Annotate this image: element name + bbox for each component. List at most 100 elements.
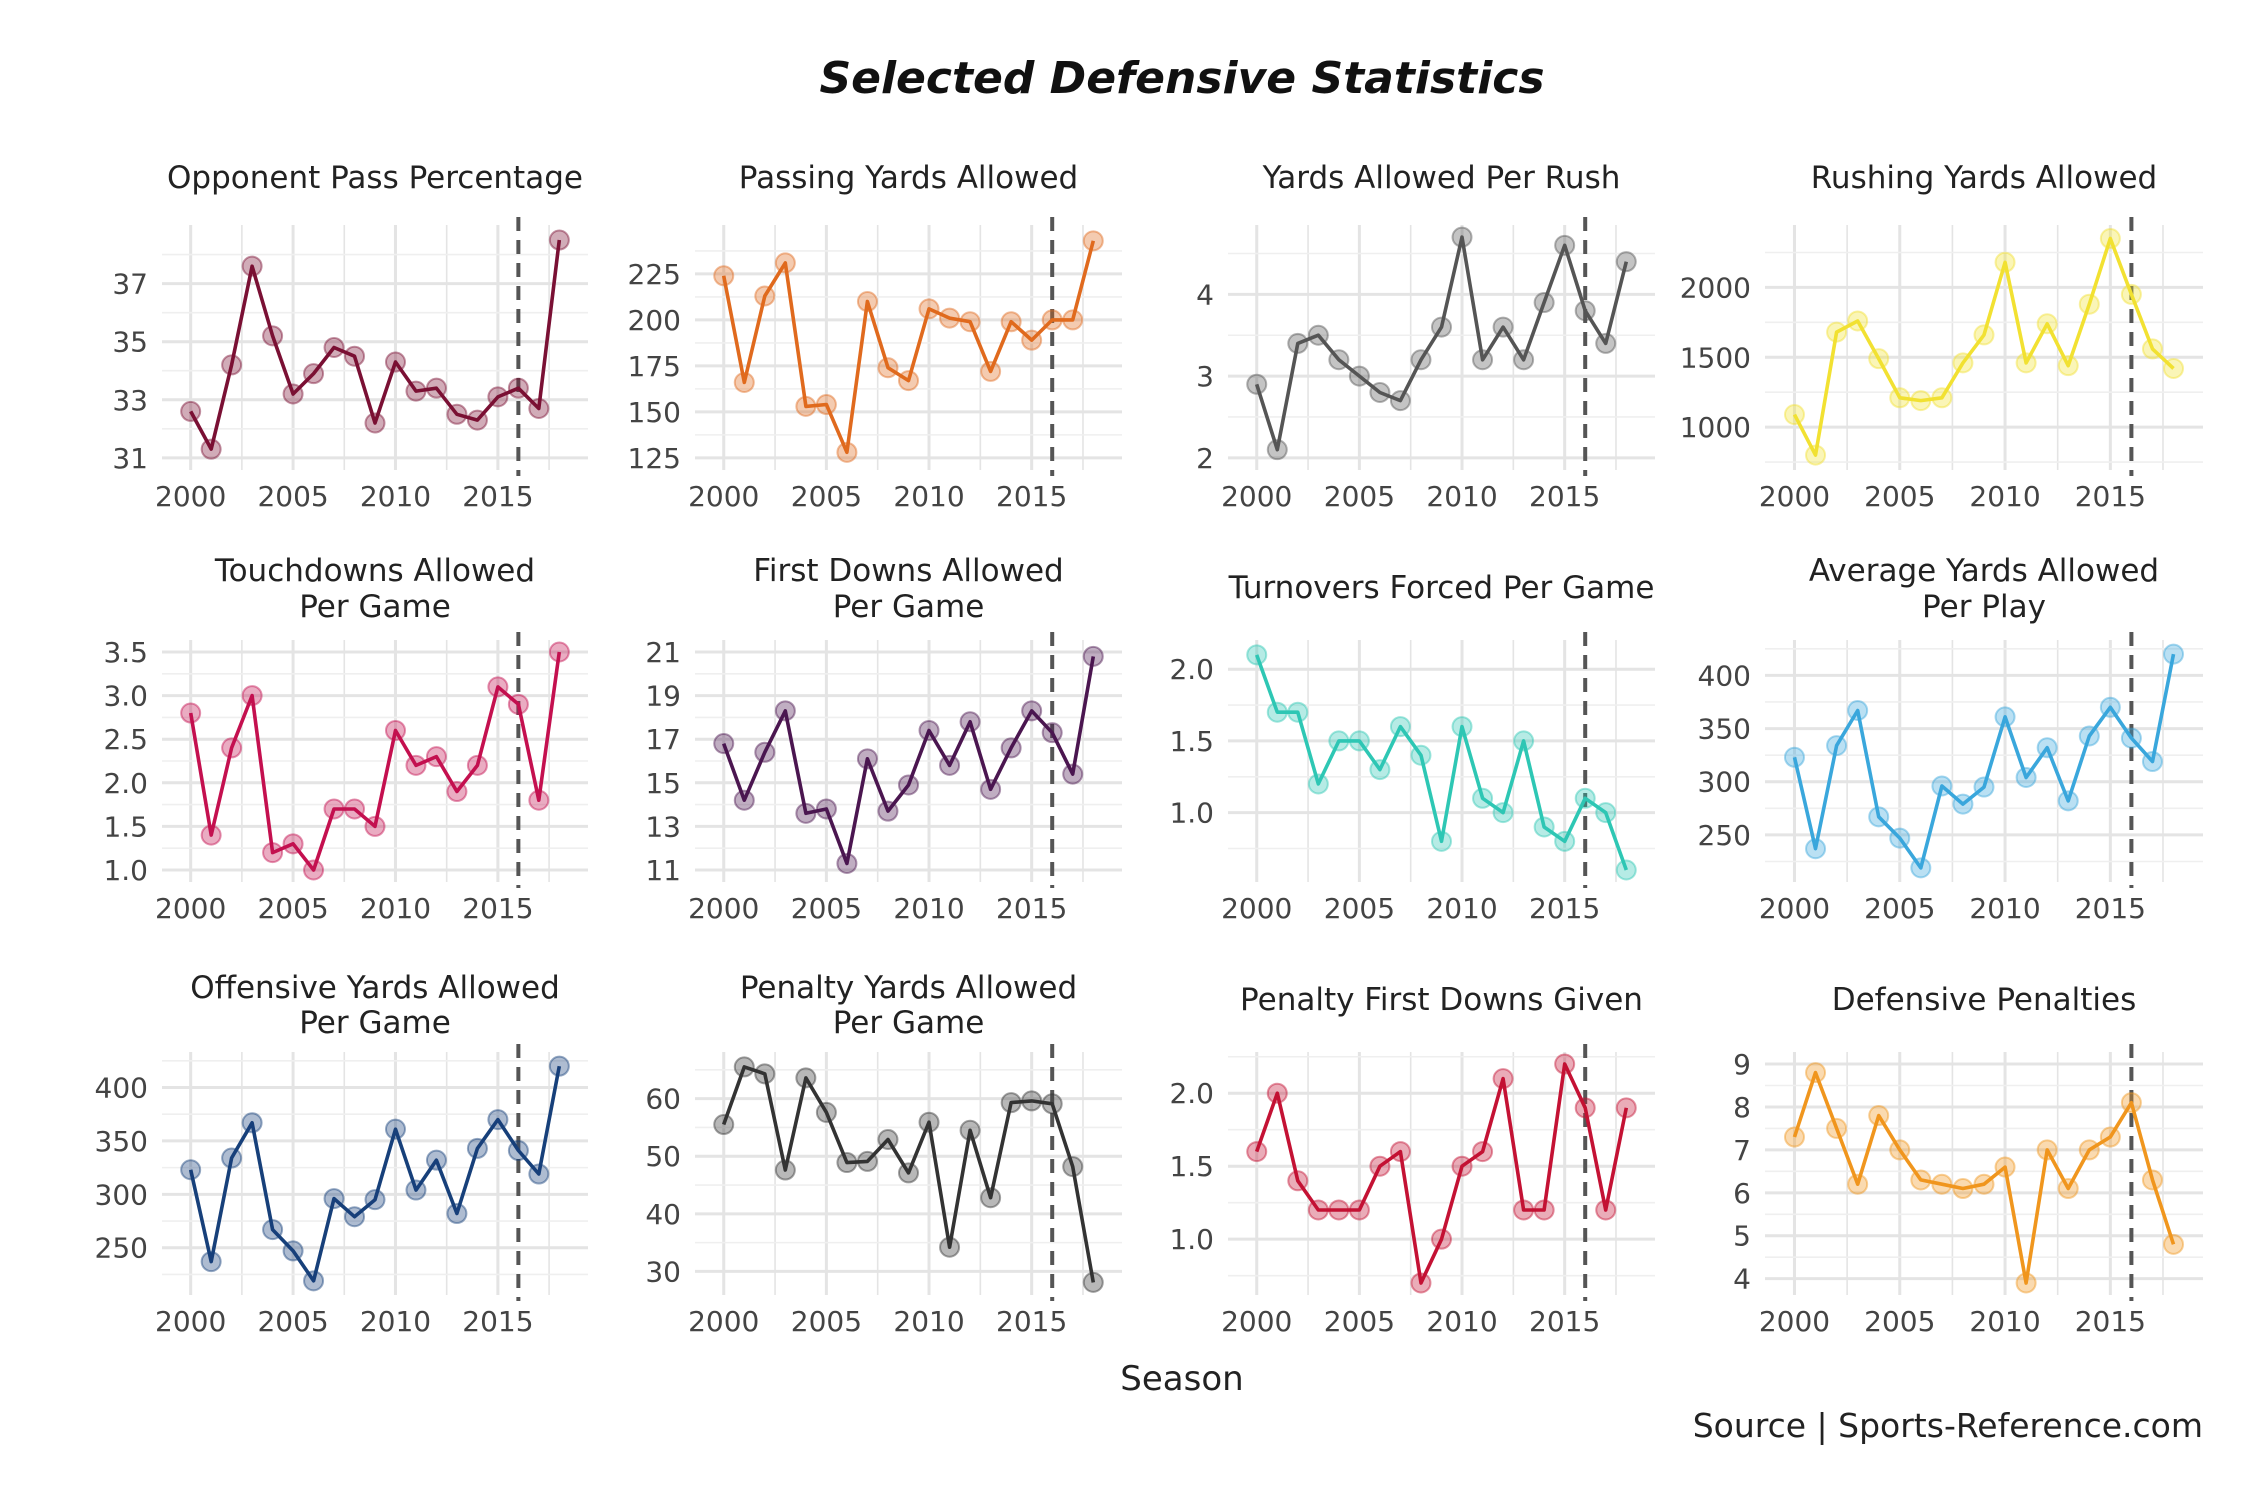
- series-line: [1792, 1070, 2176, 1285]
- series-line: [722, 1065, 1096, 1283]
- x-tick-label: 2005: [791, 480, 862, 513]
- y-tick-label: 250: [95, 1232, 148, 1265]
- y-tick-label: 200: [628, 304, 681, 337]
- data-point: [1889, 827, 1911, 849]
- data-point: [1574, 300, 1596, 322]
- x-tick-label: 2015: [2075, 1305, 2146, 1338]
- y-tick-label: 30: [645, 1255, 681, 1288]
- data-point: [1826, 735, 1848, 757]
- panel-title: Touchdowns Allowed: [214, 553, 535, 589]
- data-point: [384, 719, 406, 741]
- y-tick-label: 125: [628, 442, 681, 475]
- data-point: [1931, 775, 1953, 797]
- panel-title: Yards Allowed Per Rush: [1262, 160, 1621, 196]
- data-point: [487, 676, 509, 698]
- y-tick-label: 9: [1733, 1048, 1751, 1081]
- x-tick-label: 2000: [155, 892, 226, 925]
- data-point: [2036, 1139, 2058, 1161]
- data-point: [528, 789, 550, 811]
- x-tick-label: 2000: [1221, 480, 1292, 513]
- series-line: [1254, 235, 1629, 452]
- data-point: [1783, 1126, 1805, 1148]
- data-point: [713, 1114, 735, 1136]
- data-point: [1889, 387, 1911, 409]
- data-point: [1492, 316, 1514, 338]
- y-tick-label: 6: [1733, 1177, 1751, 1210]
- data-point: [959, 711, 981, 733]
- x-tick-label: 2000: [688, 1305, 759, 1338]
- y-tick-label: 300: [95, 1178, 148, 1211]
- data-point: [1994, 251, 2016, 273]
- data-point: [1973, 776, 1995, 798]
- x-tick-label: 2005: [257, 480, 328, 513]
- x-tick-label: 2005: [791, 892, 862, 925]
- data-point: [548, 641, 570, 663]
- data-point: [1000, 1092, 1022, 1114]
- data-point: [200, 1251, 222, 1273]
- data-point: [1451, 1155, 1473, 1177]
- data-point: [1021, 1090, 1043, 1112]
- data-point: [528, 397, 550, 419]
- x-tick-label: 2010: [893, 892, 964, 925]
- data-point: [1826, 1117, 1848, 1139]
- data-point: [1574, 787, 1596, 809]
- y-tick-label: 3.5: [103, 636, 148, 669]
- data-point: [466, 1137, 488, 1159]
- y-tick-label: 1.5: [1169, 1150, 1214, 1183]
- data-point: [1082, 230, 1104, 252]
- x-tick-label: 2005: [1864, 480, 1935, 513]
- data-point: [1472, 349, 1494, 371]
- panel-8: 250 300 350 400 2000 2005 2010 2015 Average Yard…: [1698, 553, 2203, 925]
- series-line: [189, 239, 562, 451]
- data-point: [1513, 730, 1535, 752]
- series-line: [721, 240, 1096, 455]
- y-tick-label: 2000: [1680, 271, 1751, 304]
- x-tick-label: 2010: [893, 480, 964, 513]
- data-point: [221, 737, 243, 759]
- x-tick-label: 2000: [155, 480, 226, 513]
- data-point: [1410, 1272, 1432, 1294]
- y-tick-label: 300: [1698, 766, 1751, 799]
- x-tick-label: 2010: [360, 480, 431, 513]
- y-tick-label: 2.0: [1169, 653, 1214, 686]
- data-point: [1021, 329, 1043, 351]
- panel-title: Offensive Yards Allowed: [190, 970, 560, 1006]
- data-point: [425, 1149, 447, 1171]
- data-point: [180, 1159, 202, 1181]
- panel-5: 1.0 1.5 2.0 2.5 3.0 3.5 2000 2005 2010 2015 Touchd…: [103, 553, 588, 925]
- data-point: [1513, 349, 1535, 371]
- data-point: [282, 833, 304, 855]
- series-line: [1255, 654, 1628, 871]
- x-tick-label: 2015: [462, 480, 533, 513]
- data-point: [1868, 806, 1890, 828]
- y-tick-label: 40: [645, 1198, 681, 1231]
- data-point: [939, 754, 961, 776]
- data-point: [487, 386, 509, 408]
- y-tick-label: 1.0: [1169, 1223, 1214, 1256]
- data-point: [1910, 390, 1932, 412]
- data-point: [1533, 1199, 1555, 1221]
- data-point: [1574, 1097, 1596, 1119]
- x-tick-label: 2000: [688, 892, 759, 925]
- data-point: [1492, 802, 1514, 824]
- data-point: [1615, 859, 1637, 881]
- data-point: [1952, 1178, 1974, 1200]
- data-point: [425, 377, 447, 399]
- panel-title: First Downs Allowed: [753, 553, 1063, 589]
- data-point: [856, 291, 878, 313]
- x-tick-label: 2015: [996, 1305, 1067, 1338]
- data-point: [1805, 444, 1827, 466]
- data-point: [282, 383, 304, 405]
- data-point: [528, 1163, 550, 1185]
- y-tick-label: 1.0: [103, 854, 148, 887]
- x-tick-label: 2000: [1759, 1305, 1830, 1338]
- y-tick-label: 37: [112, 268, 148, 301]
- data-point: [2015, 1272, 2037, 1294]
- data-point: [303, 1270, 325, 1292]
- x-tick-label: 2015: [462, 1305, 533, 1338]
- data-point: [2099, 696, 2121, 718]
- y-tick-label: 1.5: [103, 810, 148, 843]
- y-tick-label: 15: [645, 767, 681, 800]
